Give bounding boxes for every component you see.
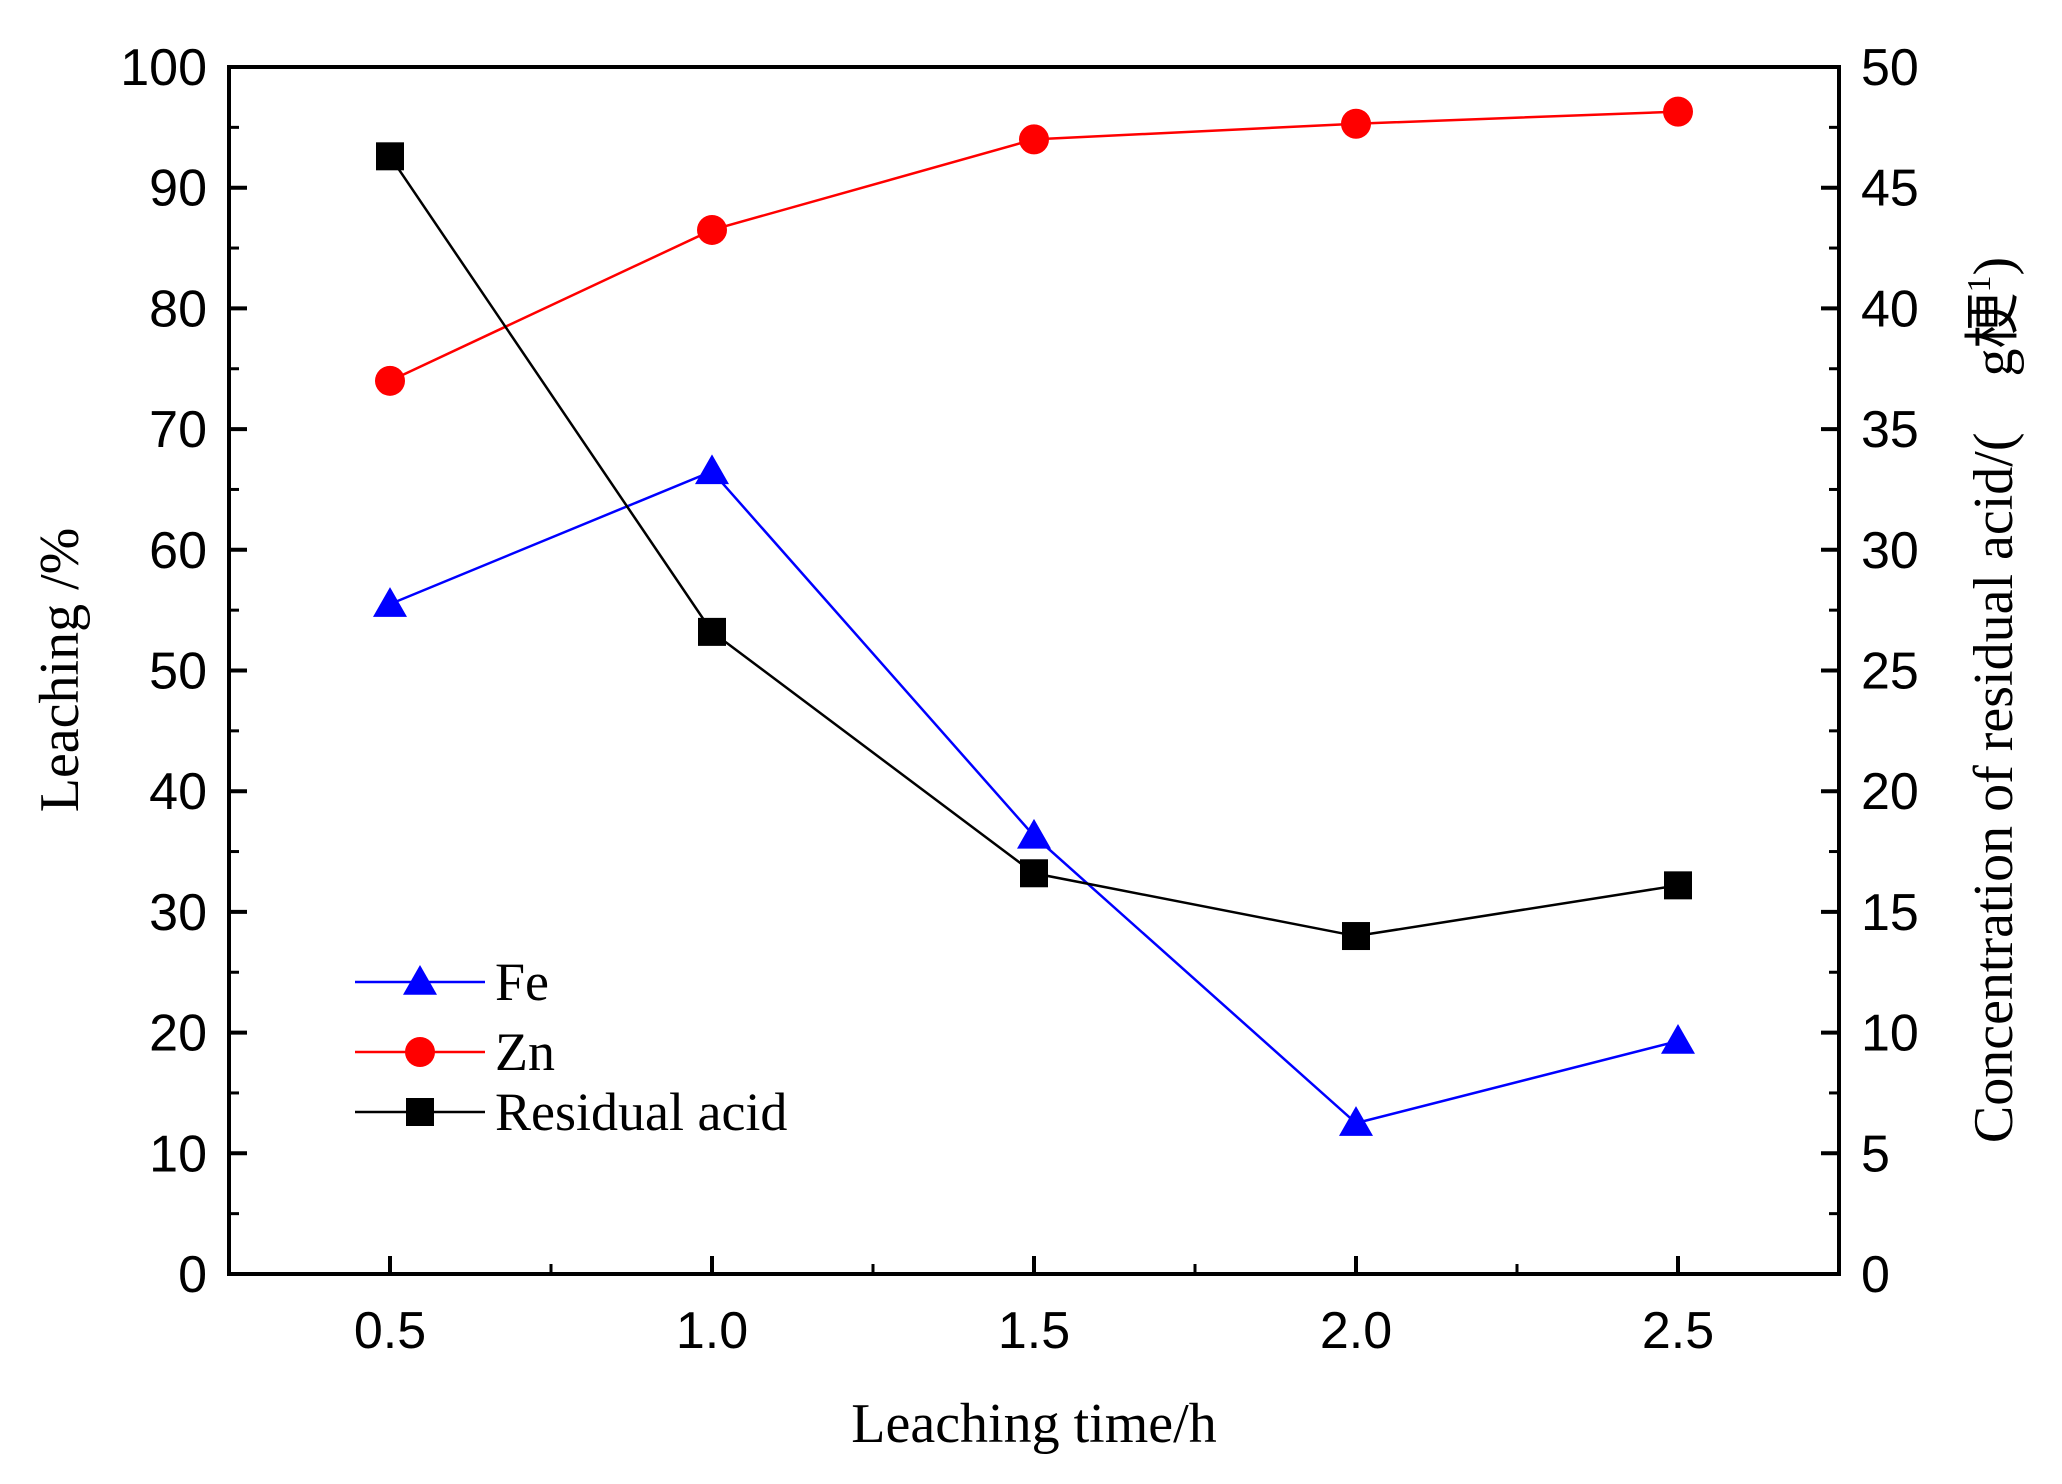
data-point-zn [1019, 124, 1049, 155]
y-right-tick-label: 30 [1861, 522, 1919, 580]
data-point-fe [1017, 818, 1051, 849]
y-left-tick-label: 0 [178, 1246, 207, 1304]
y-left-tick-label: 100 [120, 39, 207, 97]
y-right-tick-label: 10 [1861, 1005, 1919, 1063]
data-point-fe [695, 454, 729, 485]
x-tick-label: 2.5 [1642, 1302, 1714, 1360]
legend-marker-zn [405, 1037, 435, 1067]
x-tick-label: 1.0 [676, 1302, 748, 1360]
legend-label-residual-acid: Residual acid [495, 1082, 787, 1142]
data-point-zn [697, 214, 727, 245]
y-left-tick-label: 70 [149, 401, 207, 459]
y-left-tick-label: 80 [149, 280, 207, 338]
data-point-residual-acid [698, 617, 726, 646]
y-right-tick-label: 15 [1861, 884, 1919, 942]
legend-label-fe: Fe [495, 952, 549, 1012]
data-point-residual-acid [1664, 871, 1692, 900]
y-right-tick-label: 45 [1861, 160, 1919, 218]
y-left-tick-label: 10 [149, 1125, 207, 1183]
y-right-tick-label: 0 [1861, 1246, 1890, 1304]
y-right-tick-label: 40 [1861, 280, 1919, 338]
data-point-fe [373, 587, 407, 617]
data-point-residual-acid [1020, 859, 1048, 888]
x-tick-label: 0.5 [354, 1302, 426, 1360]
y-right-axis-title-main: Concentration of residual acid/( g梗 [1963, 293, 2025, 1144]
y-right-tick-label: 25 [1861, 643, 1919, 701]
legend-marker-fe [403, 965, 437, 995]
y-left-axis-title: Leaching /% [29, 528, 91, 813]
x-tick-label: 2.0 [1320, 1302, 1392, 1360]
data-point-zn [1341, 108, 1371, 139]
y-right-tick-label: 35 [1861, 401, 1919, 459]
y-right-tick-label: 20 [1861, 763, 1919, 821]
data-point-zn [375, 365, 405, 396]
y-right-axis-title: Concentration of residual acid/( g梗1) [1961, 257, 2025, 1143]
y-left-tick-label: 90 [149, 160, 207, 218]
y-left-tick-label: 50 [149, 643, 207, 701]
y-right-axis-title-sup: 1 [1961, 276, 1998, 293]
y-right-tick-label: 50 [1861, 39, 1919, 97]
y-left-tick-label: 20 [149, 1005, 207, 1063]
x-axis-title: Leaching time/h [851, 1393, 1216, 1455]
data-point-fe [1661, 1024, 1695, 1054]
y-left-tick-label: 40 [149, 763, 207, 821]
y-left-tick-label: 60 [149, 522, 207, 580]
y-right-axis-title-close: ) [1963, 257, 2025, 276]
data-point-residual-acid [1342, 922, 1370, 951]
data-point-fe [1339, 1106, 1373, 1136]
y-left-tick-label: 30 [149, 884, 207, 942]
legend-label-zn: Zn [495, 1022, 555, 1082]
x-tick-label: 1.5 [998, 1302, 1070, 1360]
series-line-fe [389, 469, 1679, 1125]
y-right-tick-label: 5 [1861, 1125, 1890, 1183]
data-point-zn [1663, 96, 1693, 127]
plot-frame [227, 65, 1841, 1276]
legend-marker-residual-acid [406, 1098, 434, 1126]
data-point-residual-acid [376, 142, 404, 171]
